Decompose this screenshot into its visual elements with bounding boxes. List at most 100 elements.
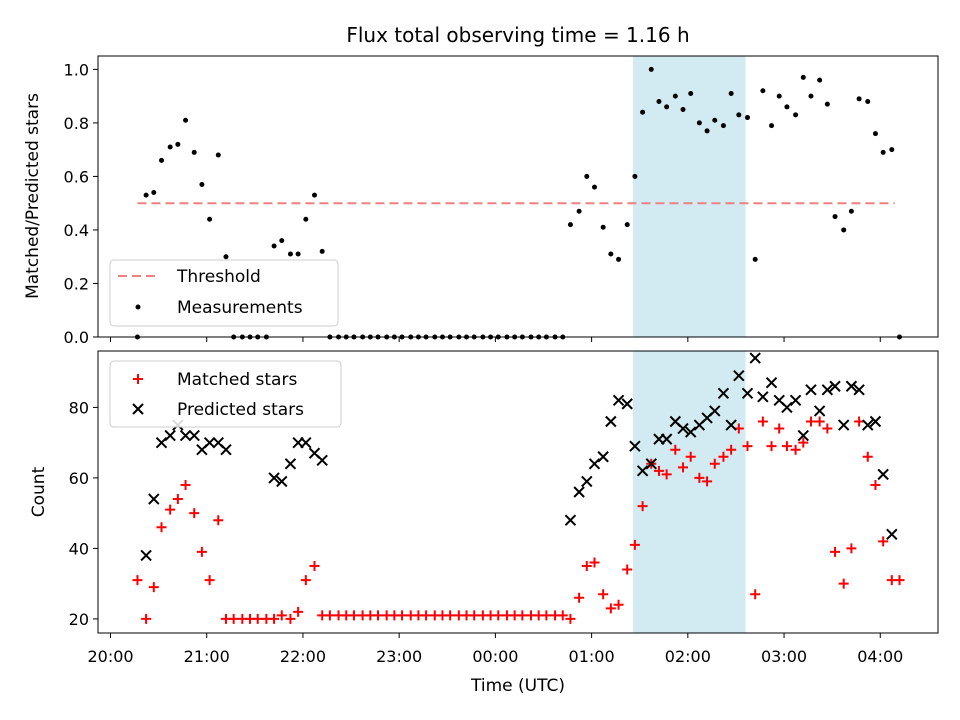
measurement-point (744, 115, 750, 121)
matched-star-point (276, 610, 287, 621)
matched-star-point (750, 589, 761, 600)
measurement-point (841, 227, 847, 233)
matched-star-point (324, 610, 335, 621)
measurement-point (865, 98, 871, 104)
measurement-point (848, 208, 854, 214)
predicted-star-point (757, 391, 769, 403)
matched-star-point (622, 564, 633, 575)
matched-star-point (766, 441, 777, 452)
matched-star-point (285, 613, 296, 624)
predicted-star-point (645, 458, 657, 470)
matched-star-point (894, 575, 905, 586)
x-tick-label: 02:00 (665, 647, 711, 666)
measurement-point (832, 214, 838, 220)
top-x-ticks (110, 337, 881, 342)
predicted-star-point (660, 433, 673, 445)
legend-matched-swatch (133, 374, 143, 384)
measurement-point (215, 152, 221, 158)
matched-star-point (293, 606, 304, 617)
matched-star-point (172, 494, 183, 505)
measurement-point (608, 251, 614, 257)
predicted-star-point (853, 384, 865, 396)
matched-star-point (589, 557, 600, 568)
matched-star-point (742, 441, 753, 452)
measurement-point (872, 131, 878, 137)
bottom-y-tick-label: 20 (69, 610, 89, 629)
matched-star-point (613, 599, 624, 610)
matched-star-point (574, 592, 585, 603)
matched-star-point (421, 610, 432, 621)
measurement-point (311, 192, 317, 198)
predicted-star-point (188, 429, 200, 442)
matched-star-point (189, 508, 200, 519)
predicted-star-point (765, 377, 778, 389)
bottom-highlight-span (632, 351, 746, 633)
measurement-point (800, 74, 806, 80)
measurement-point (223, 254, 229, 260)
measurement-point (760, 88, 766, 94)
matched-star-point (156, 522, 167, 533)
measurement-point (817, 77, 823, 83)
matched-star-point (445, 610, 456, 621)
matched-star-point (814, 416, 825, 427)
measurement-point (688, 90, 694, 96)
predicted-star-point (573, 486, 585, 498)
predicted-star-point (179, 429, 192, 442)
matched-star-point (709, 458, 720, 469)
matched-star-point (309, 561, 320, 572)
predicted-star-point (789, 394, 802, 407)
matched-star-point (702, 476, 713, 487)
x-tick-label: 20:00 (87, 647, 133, 666)
measurement-point (769, 123, 775, 129)
predicted-star-point (581, 475, 593, 488)
top-y-tick-label: 0.4 (64, 221, 89, 240)
predicted-star-point (588, 458, 601, 470)
predicted-star-point (749, 352, 761, 364)
predicted-star-point (829, 380, 841, 392)
top-y-tick-label: 0.6 (64, 167, 89, 186)
measurement-point (880, 149, 886, 155)
predicted-star-point (612, 394, 625, 407)
measurement-point (824, 101, 830, 107)
top-y-tick-label: 0.0 (64, 328, 89, 347)
matched-star-point (878, 536, 889, 547)
predicted-star-point (813, 405, 826, 417)
matched-star-point (213, 515, 224, 526)
predicted-star-point (741, 387, 754, 400)
measurement-point (567, 222, 573, 228)
matched-star-point (598, 589, 609, 600)
x-tick-label: 23:00 (376, 647, 422, 666)
bottom-panel: 20 40 60 80 20:00 21:00 22:00 23:00 00:00 01:00 0… (29, 350, 939, 696)
predicted-star-point (284, 458, 297, 470)
measurement-point (728, 90, 734, 96)
measurement-point (183, 117, 189, 123)
matched-star-point (798, 437, 809, 448)
matched-star-point (790, 444, 801, 455)
measurement-point (303, 216, 309, 222)
measurement-point (784, 104, 790, 110)
measurement-point (279, 238, 285, 244)
matched-star-point (605, 603, 616, 614)
measurement-point (616, 256, 622, 262)
matched-star-point (718, 451, 729, 462)
measurement-point (752, 256, 758, 262)
matched-star-point (781, 441, 792, 452)
measurement-point (720, 123, 726, 129)
predicted-star-point (276, 475, 288, 488)
measurement-point (793, 112, 799, 118)
measurement-point (712, 117, 718, 123)
predicted-star-point (845, 380, 858, 392)
measurement-point (207, 216, 213, 222)
predicted-star-point (164, 429, 176, 442)
x-tick-label: 03:00 (761, 647, 807, 666)
matched-star-point (694, 472, 705, 483)
matched-star-point (830, 546, 841, 557)
matched-star-point (670, 444, 681, 455)
matched-star-point (557, 610, 568, 621)
predicted-star-point (677, 422, 689, 435)
measurement-point (271, 243, 277, 249)
predicted-star-point (862, 419, 874, 431)
measurement-point (159, 157, 165, 163)
measurement-point (856, 96, 862, 102)
